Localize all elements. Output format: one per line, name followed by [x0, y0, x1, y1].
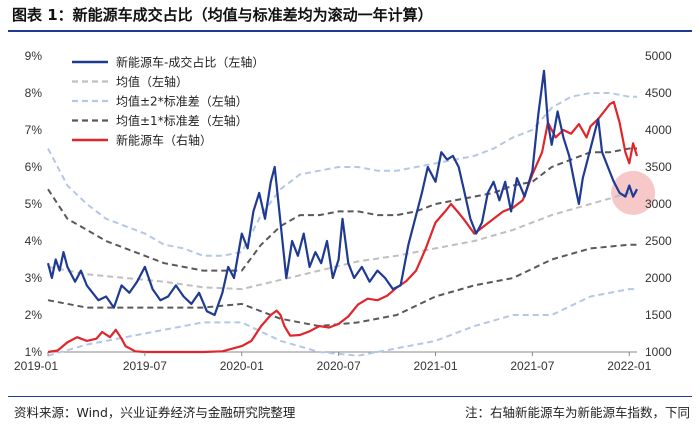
y-left-tick-label: 6%	[25, 160, 43, 174]
footer-rule	[8, 396, 692, 397]
series-line-4	[47, 147, 637, 272]
y-left-tick-label: 9%	[25, 49, 43, 63]
legend-label: 均值（左轴）	[116, 74, 188, 89]
x-tick-label: 2019-07	[123, 359, 167, 373]
series-line-1	[47, 191, 637, 291]
legend-label: 均值±1*标准差（左轴）	[116, 113, 248, 128]
axis-note: 注：右轴新能源车为新能源车指数，下同	[464, 405, 690, 420]
y-right-tick-label: 4000	[645, 123, 672, 137]
y-left-tick-label: 3%	[25, 271, 43, 285]
y-left-tick-label: 8%	[25, 86, 43, 100]
x-tick-label: 2022-01	[607, 359, 651, 373]
legend-label: 新能源车（右轴）	[116, 133, 212, 148]
legend-label: 新能源车-成交占比（左轴）	[116, 55, 264, 70]
y-right-tick-label: 3000	[645, 197, 672, 211]
y-left-tick-label: 1%	[25, 345, 43, 359]
title-rule	[8, 30, 692, 32]
highlight-layer	[611, 170, 656, 215]
y-right-tick-label: 1000	[645, 345, 672, 359]
y-left-tick-label: 7%	[25, 123, 43, 137]
x-tick-label: 2021-07	[510, 359, 554, 373]
y-left-tick-label: 5%	[25, 197, 43, 211]
y-left-tick-label: 2%	[25, 308, 43, 322]
axis-ticks: 1% 2% 3% 4% 5% 6% 7% 8% 9% 1000 1500 2000 2500 3000 35…	[14, 49, 672, 373]
y-right-tick-label: 2000	[645, 271, 672, 285]
x-tick-label: 2019-01	[14, 359, 58, 373]
y-right-tick-label: 1500	[645, 308, 672, 322]
legend: 新能源车-成交占比（左轴） 均值（左轴） 均值±2*标准差（左轴） 均值±1*标准差（…	[72, 55, 264, 148]
x-tick-label: 2020-07	[317, 359, 361, 373]
series-line-0	[46, 69, 638, 317]
highlight-circle	[611, 170, 656, 215]
x-tick-label: 2021-01	[413, 359, 457, 373]
x-tick-label: 2020-01	[220, 359, 264, 373]
legend-label: 均值±2*标准差（左轴）	[116, 94, 248, 109]
series-line-6	[47, 100, 639, 354]
y-left-tick-label: 4%	[25, 234, 43, 248]
source-note: 资料来源：Wind，兴业证券经济与金融研究院整理	[14, 405, 296, 420]
chart-title: 图表 1：新能源车成交占比（均值与标准差均为滚动一年计算）	[12, 6, 433, 24]
series-line-5	[47, 243, 637, 328]
y-right-tick-label: 4500	[645, 86, 672, 100]
y-right-tick-label: 2500	[645, 234, 672, 248]
y-right-tick-label: 5000	[645, 49, 672, 63]
series-line-3	[47, 288, 637, 357]
y-right-tick-label: 3500	[645, 160, 672, 174]
series-layer	[46, 69, 639, 357]
series-line-2	[47, 92, 637, 257]
line-chart: 1% 2% 3% 4% 5% 6% 7% 8% 9% 1000 1500 2000 2500 3000 35…	[14, 49, 672, 373]
